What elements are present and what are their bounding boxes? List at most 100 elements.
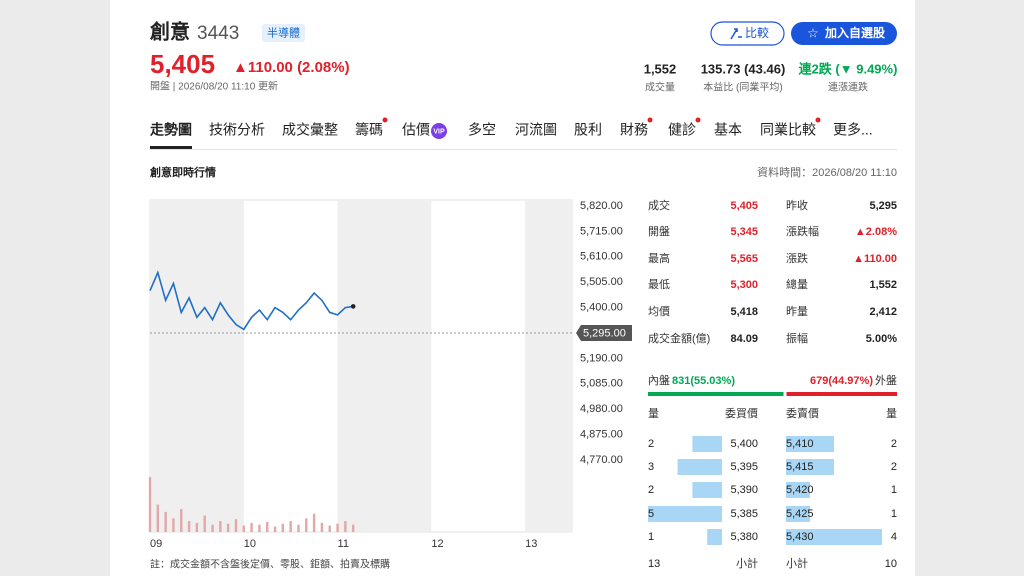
subtotal-label: 小計 [736,556,758,570]
volume-bar [289,521,292,532]
ask-volume: 1 [891,484,897,496]
compare-button[interactable] [710,21,785,46]
y-tick-label: 5,820.00 [580,200,623,212]
subtotal-label: 小計 [786,556,808,570]
tab[interactable]: 估價 [402,122,430,138]
ask-price: 5,410 [786,438,814,450]
volume-bar [336,523,339,532]
volume-bar [297,524,300,532]
bid-volume: 1 [648,531,654,543]
y-tick-label: 4,980.00 [580,403,623,415]
ask-price: 5,430 [786,531,814,543]
quote-value: ▲2.08% [855,226,897,238]
tab[interactable]: 籌碼 [355,122,383,138]
quote-value: 5.00% [866,333,897,345]
tab[interactable]: 股利 [574,122,602,138]
ask-price: 5,425 [786,508,814,520]
price-change: ▲110.00 (2.08%) [233,59,350,76]
volume-bar [266,521,269,532]
tab[interactable]: 河流圖 [515,122,557,138]
ask-volume: 2 [891,461,897,473]
stock-name: 創意 [149,19,190,43]
ask-volume: 2 [891,438,897,450]
inner-label: 內盤 [648,374,670,387]
ask-volume: 4 [891,531,897,543]
volume-bar [172,518,175,532]
price: 5,405 [150,49,215,79]
volume-bar [320,522,324,532]
vip-label: VIP [433,128,445,135]
bid-price: 5,400 [730,438,758,450]
volume-bar [203,515,206,532]
volume-bar [250,522,253,532]
tab[interactable]: 多空 [468,122,496,138]
volume-bar [156,504,160,532]
tab[interactable]: 同業比較 [760,122,816,138]
volume-bar [164,511,167,532]
compare-icon [730,28,742,40]
ask-price: 5,420 [786,484,814,496]
star-icon[interactable]: ☆ [807,25,819,40]
ask-subtotal: 10 [885,558,897,570]
tab[interactable]: 更多... [833,122,873,138]
session-band [150,200,244,532]
quote-value: 5,300 [730,279,758,291]
quote-value: 5,345 [730,226,758,238]
bid-bar [648,506,722,522]
session-band [337,200,432,532]
y-tick-label: 5,085.00 [580,378,623,390]
reference-label-box [576,325,632,341]
bid-bar [692,482,722,498]
outer-share-bar [786,392,897,396]
tab[interactable]: 基本 [714,122,742,138]
tag-bg [262,24,305,42]
volume-bar [351,524,355,532]
ob-header: 量 [648,407,659,420]
ask-volume: 1 [891,508,897,520]
session-band [525,200,572,532]
compare-label[interactable]: 比較 [745,25,769,40]
volume-bar [328,525,331,532]
bid-bar [677,459,722,475]
tab[interactable]: 走勢圖 [150,122,192,138]
stat-value: 1,552 [644,61,677,76]
tab[interactable]: 財務 [620,122,648,138]
volume-bar [148,477,152,532]
x-tick-label: 11 [338,538,349,550]
tab-underline [150,146,192,149]
quote-label: 最高 [648,251,670,265]
quote-label: 最低 [648,278,670,291]
tab[interactable]: 技術分析 [209,122,265,138]
y-tick-label: 5,400.00 [580,302,623,314]
volume-bar [187,521,191,532]
volume-bar [312,513,316,532]
volume-bar [226,523,230,532]
bid-volume: 5 [648,508,654,520]
inner-value: 831(55.03%) [672,375,735,387]
quote-value: 5,418 [730,306,758,318]
volume-bar [242,525,245,532]
tab[interactable]: 成交彙整 [282,122,338,138]
tab[interactable]: 健診 [668,122,696,138]
volume-bar [180,509,183,532]
watchlist-label[interactable]: 加入自選股 [824,25,886,40]
y-tick-label: 5,295.00 [583,327,626,339]
stat-label: 連漲連跌 [828,81,868,94]
volume-bar [258,524,261,532]
y-tick-label: 5,190.00 [580,352,623,364]
ob-header: 量 [886,407,897,420]
y-tick-label: 5,715.00 [580,225,623,237]
bid-price: 5,380 [730,531,758,543]
quote-label: 振幅 [786,331,808,345]
ask-bar [786,506,810,522]
ask-bar [786,436,834,452]
quote-label: 昨收 [786,198,808,212]
ask-bar [786,459,834,475]
outer-label: 外盤 [875,374,897,387]
quote-label: 昨量 [786,305,808,318]
watchlist-button[interactable] [791,22,897,45]
industry-tag[interactable]: 半導體 [267,25,300,39]
update-info: 開盤 | 2026/08/20 11:10 更新 [150,80,278,93]
volume-bar [344,521,347,532]
